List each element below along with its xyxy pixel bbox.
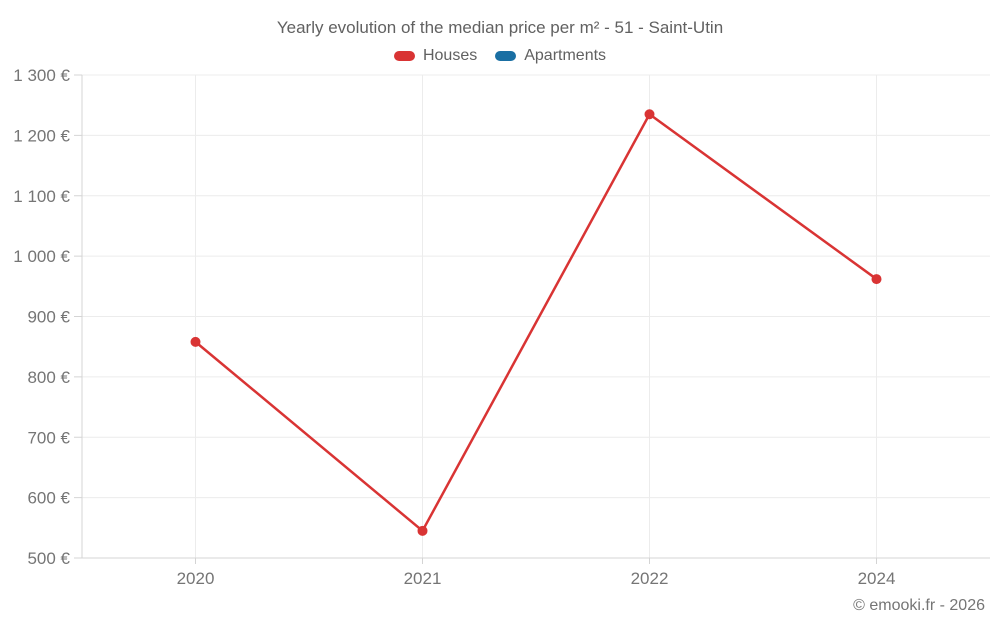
y-tick-label: 700 € <box>27 428 70 447</box>
houses-point-2020 <box>190 336 201 347</box>
chart-title: Yearly evolution of the median price per… <box>276 18 724 37</box>
y-tick-label: 1 000 € <box>13 247 70 266</box>
houses-point-2024 <box>871 274 882 285</box>
legend-item-apartments[interactable]: Apartments <box>495 47 606 65</box>
chart-legend: Houses Apartments <box>0 47 1000 65</box>
x-tick-label: 2021 <box>404 569 442 588</box>
houses-legend-label: Houses <box>422 47 478 64</box>
houses-swatch-icon <box>393 51 415 61</box>
y-tick-label: 500 € <box>27 549 70 568</box>
y-tick-label: 600 € <box>27 489 70 508</box>
y-tick-label: 900 € <box>27 308 70 327</box>
apartments-legend-label: Apartments <box>524 47 607 64</box>
copyright-note: © emooki.fr - 2026 <box>853 597 985 614</box>
y-tick-label: 1 300 € <box>13 66 70 85</box>
houses-point-2021 <box>417 525 428 536</box>
houses-line <box>194 112 878 533</box>
y-tick-label: 1 100 € <box>13 187 70 206</box>
x-tick-label: 2022 <box>631 569 669 588</box>
apartments-swatch-icon <box>495 51 517 61</box>
x-tick-label: 2024 <box>858 569 896 588</box>
x-tick-label: 2020 <box>177 569 215 588</box>
houses-point-2022 <box>644 109 655 120</box>
y-tick-label: 1 200 € <box>13 126 70 145</box>
legend-item-houses[interactable]: Houses <box>393 47 478 65</box>
y-tick-label: 800 € <box>27 368 70 387</box>
